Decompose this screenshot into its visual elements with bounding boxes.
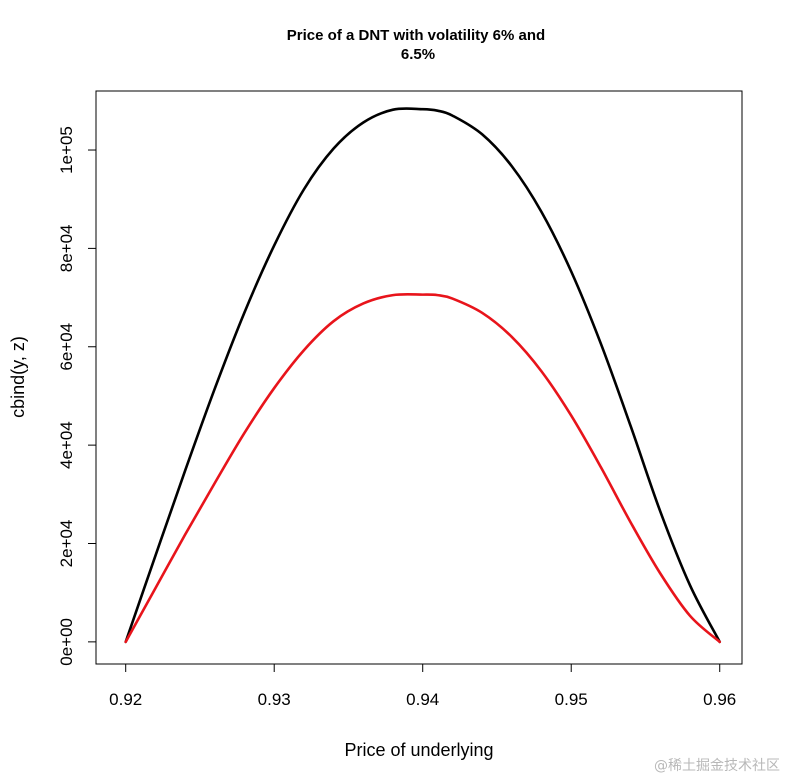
x-tick-label: 0.96 <box>703 690 736 709</box>
y-axis: 0e+00 2e+04 4e+04 6e+04 8e+04 1e+05 <box>57 126 97 666</box>
plot-frame <box>95 90 743 665</box>
x-axis-label: Price of underlying <box>344 740 493 760</box>
x-tick-label: 0.94 <box>406 690 439 709</box>
x-tick-label: 0.92 <box>109 690 142 709</box>
chart-title-line2: 6.5% <box>401 46 435 63</box>
x-tick-label: 0.93 <box>258 690 291 709</box>
series-layer <box>124 107 722 644</box>
y-tick-label: 6e+04 <box>57 323 76 371</box>
y-axis-label: cbind(y, z) <box>8 336 28 418</box>
y-tick-label: 4e+04 <box>57 421 76 469</box>
y-tick-label: 8e+04 <box>57 225 76 273</box>
series-line-2 <box>124 293 722 644</box>
y-tick-label: 1e+05 <box>57 126 76 174</box>
series-line-1 <box>124 107 722 644</box>
watermark: @稀土掘金技术社区 <box>654 758 780 774</box>
chart-title-line1: Price of a DNT with volatility 6% and <box>287 27 545 44</box>
x-tick-label: 0.95 <box>555 690 588 709</box>
x-axis: 0.92 0.93 0.94 0.95 0.96 <box>109 663 736 709</box>
y-tick-label: 2e+04 <box>57 520 76 568</box>
y-tick-label: 0e+00 <box>57 618 76 666</box>
